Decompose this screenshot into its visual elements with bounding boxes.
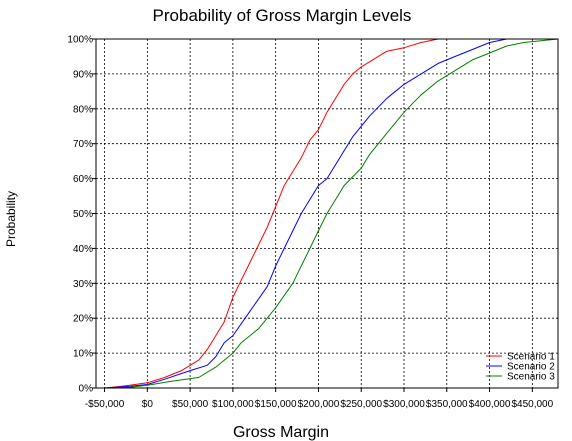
x-tick-label: $50,000 — [172, 399, 209, 410]
x-tick-label: $200,000 — [298, 399, 340, 410]
chart-title: Probability of Gross Margin Levels — [153, 6, 412, 25]
series-line-2 — [104, 38, 558, 389]
x-tick-label: -$50,000 — [85, 399, 125, 410]
y-axis-ticks: 0% 10% 20% 30% 40% 50% 60% 70% 80% 90% 100% — [67, 35, 96, 395]
grid — [96, 38, 558, 389]
x-tick-label: $450,000 — [511, 399, 553, 410]
series-line-1 — [104, 38, 558, 389]
y-tick-label: 20% — [73, 314, 93, 325]
y-tick-label: 100% — [67, 35, 93, 46]
series-lines — [104, 38, 559, 389]
x-axis-label: Gross Margin — [233, 424, 329, 441]
x-tick-label: $250,000 — [340, 399, 382, 410]
y-tick-label: 90% — [73, 69, 93, 80]
y-tick-label: 40% — [73, 244, 93, 255]
x-tick-label: $150,000 — [255, 399, 297, 410]
x-tick-label: $350,000 — [426, 399, 468, 410]
y-tick-label: 80% — [73, 104, 93, 115]
y-axis-label: Probability — [4, 191, 18, 247]
x-tick-label: $0 — [142, 399, 154, 410]
legend-label-2: Scenario 2 — [507, 362, 555, 373]
x-tick-label: $100,000 — [212, 399, 254, 410]
y-tick-label: 10% — [73, 349, 93, 360]
x-axis-ticks: -$50,000 $0 $50,000 $100,000 $150,000 $200,00… — [85, 388, 554, 410]
y-tick-label: 70% — [73, 139, 93, 150]
legend-label-1: Scenario 1 — [507, 352, 555, 363]
y-tick-label: 0% — [79, 384, 94, 395]
y-tick-label: 60% — [73, 174, 93, 185]
x-tick-label: $400,000 — [469, 399, 511, 410]
legend-label-3: Scenario 3 — [507, 372, 555, 383]
y-tick-label: 30% — [73, 279, 93, 290]
y-tick-label: 50% — [73, 209, 93, 220]
series-line-3 — [104, 38, 559, 389]
x-tick-label: $300,000 — [383, 399, 425, 410]
